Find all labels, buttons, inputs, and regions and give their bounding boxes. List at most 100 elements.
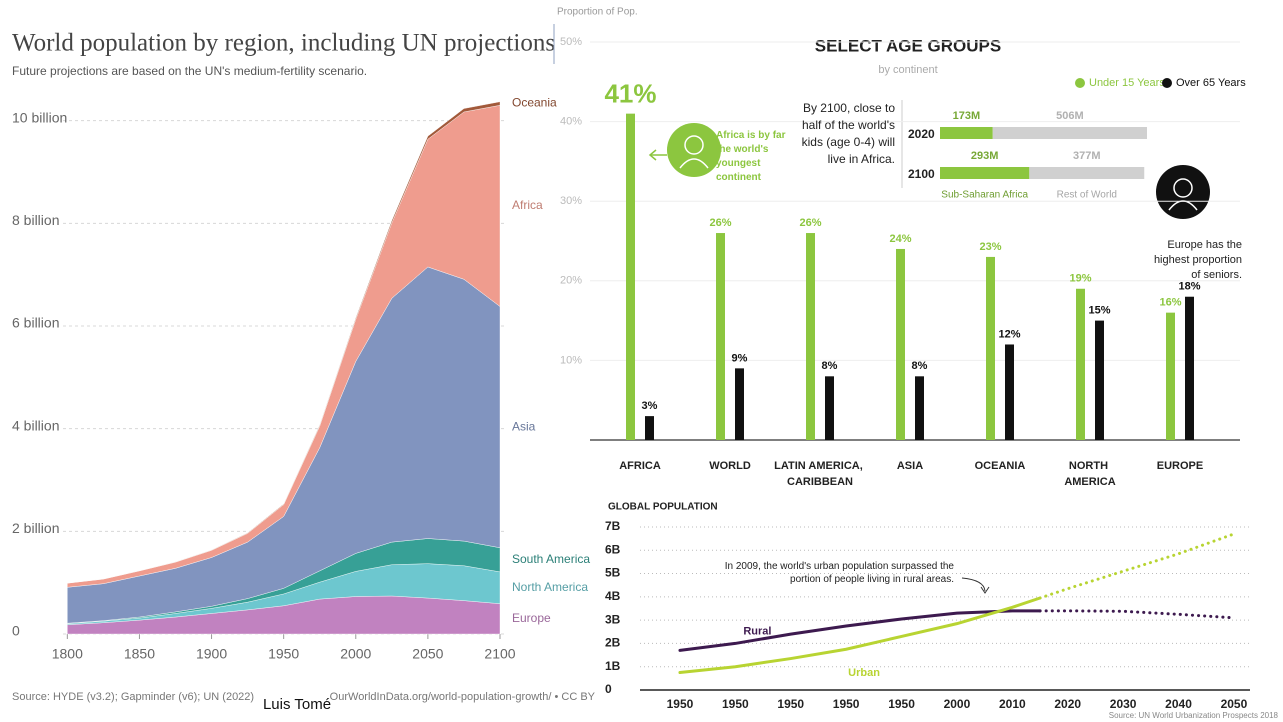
annotation: Europe has the highest proportion of sen… <box>1153 239 1242 281</box>
x-tick-label: 2050 <box>1221 697 1248 711</box>
bar <box>1185 296 1194 440</box>
legend-label: Sub-Saharan Africa <box>941 190 1028 201</box>
bar <box>896 248 905 440</box>
y-axis-title: Proportion of Pop. <box>557 7 638 18</box>
x-tick-label: AFRICA <box>619 460 661 472</box>
arrow-head <box>980 586 990 594</box>
x-tick-label: 2050 <box>412 646 443 662</box>
x-tick-label: 1950 <box>722 697 749 711</box>
bar <box>645 416 654 440</box>
y-tick-label: 3B <box>605 612 621 626</box>
x-tick-label: WORLD <box>709 460 751 472</box>
chart-title: SELECT AGE GROUPS <box>815 36 1001 55</box>
y-tick-label: 4 billion <box>12 417 59 433</box>
value-label: 41% <box>604 79 656 109</box>
series-label: Oceania <box>512 96 557 110</box>
y-tick-label: 20% <box>560 275 582 287</box>
x-tick-label: 2020 <box>1054 697 1081 711</box>
y-tick-label: 0 <box>605 682 612 696</box>
value-label: 12% <box>998 328 1020 340</box>
y-tick-label: 10% <box>560 354 582 366</box>
bar <box>992 127 1147 139</box>
line <box>678 596 1042 675</box>
x-tick-label: 1800 <box>52 646 83 662</box>
y-tick-label: 6B <box>605 542 621 556</box>
x-tick-label: 1950 <box>777 697 804 711</box>
value-label: 9% <box>732 352 748 364</box>
x-tick-label: 2000 <box>944 697 971 711</box>
chart-subtitle: Future projections are based on the UN's… <box>12 64 367 78</box>
bar <box>915 376 924 440</box>
bar <box>1005 344 1014 440</box>
x-tick-label: 1950 <box>888 697 915 711</box>
y-tick-label: 4B <box>605 589 621 603</box>
x-tick-label: LATIN AMERICA, CARIBBEAN <box>774 460 866 488</box>
legend-label: Rest of World <box>1057 190 1117 201</box>
x-tick-label: ASIA <box>897 460 923 472</box>
value-label: 8% <box>912 360 928 372</box>
value-label: 26% <box>709 217 731 229</box>
annotation: Africa is by far the world's youngest co… <box>716 130 786 183</box>
x-tick-label: 1850 <box>124 646 155 662</box>
series-label: South America <box>512 552 590 566</box>
value-label: 19% <box>1069 273 1091 285</box>
y-tick-label: 40% <box>560 116 582 128</box>
value-label: 26% <box>799 217 821 229</box>
source: Source: UN World Urbanization Prospects … <box>1109 711 1279 720</box>
legend-marker <box>1075 78 1085 88</box>
bar <box>1166 312 1175 440</box>
value-label: 23% <box>979 241 1001 253</box>
y-tick-label: 50% <box>560 36 582 48</box>
annotation: In 2009, the world's urban population su… <box>724 561 954 585</box>
chart-title: World population by region, including UN… <box>12 30 555 57</box>
value-label: 506M <box>1056 110 1084 122</box>
x-tick-label: 2040 <box>1165 697 1192 711</box>
value-label: 15% <box>1088 305 1110 317</box>
bar <box>940 127 993 139</box>
icon <box>667 123 721 177</box>
y-tick-label: 10 billion <box>12 109 67 125</box>
series-label: Asia <box>512 419 536 433</box>
icon-face <box>684 135 704 155</box>
x-tick-label: 1900 <box>196 646 227 662</box>
icon <box>1156 165 1210 219</box>
x-tick-label: 2100 <box>484 646 515 662</box>
author: Luis Tomé <box>263 696 331 713</box>
y-tick-label: 0 <box>12 623 20 639</box>
value-label: 377M <box>1073 150 1101 162</box>
x-tick-label: 1950 <box>268 646 299 662</box>
x-tick-label: NORTH AMERICA <box>1064 460 1115 488</box>
x-tick-label: OCEANIA <box>975 460 1026 472</box>
bar <box>986 256 995 440</box>
bar <box>716 233 725 440</box>
x-tick-label: EUROPE <box>1157 460 1203 472</box>
series-label: Europe <box>512 611 551 625</box>
icon-body <box>679 158 709 169</box>
category-label: 2100 <box>908 167 935 181</box>
line <box>678 609 1042 652</box>
value-label: 173M <box>953 110 981 122</box>
chart-subtitle: by continent <box>878 64 937 76</box>
x-tick-label: 1950 <box>833 697 860 711</box>
bar <box>806 233 815 440</box>
series-label: Rural <box>743 625 771 637</box>
legend-marker <box>1162 78 1172 88</box>
y-tick-label: 5B <box>605 566 621 580</box>
bar <box>1095 320 1104 440</box>
value-label: 8% <box>822 360 838 372</box>
y-tick-label: 7B <box>605 519 621 533</box>
area <box>67 101 501 584</box>
credit: OurWorldInData.org/world-population-grow… <box>330 691 596 703</box>
value-label: 293M <box>971 150 999 162</box>
bar <box>1029 167 1145 179</box>
legend-label: Over 65 Years <box>1176 77 1246 89</box>
value-label: 16% <box>1159 297 1181 309</box>
y-tick-label: 8 billion <box>12 212 59 228</box>
value-label: 18% <box>1178 281 1200 293</box>
y-tick-label: 6 billion <box>12 315 59 331</box>
y-tick-label: 2 billion <box>12 520 59 536</box>
x-tick-label: 2010 <box>999 697 1026 711</box>
chart-title: GLOBAL POPULATION <box>608 502 718 513</box>
